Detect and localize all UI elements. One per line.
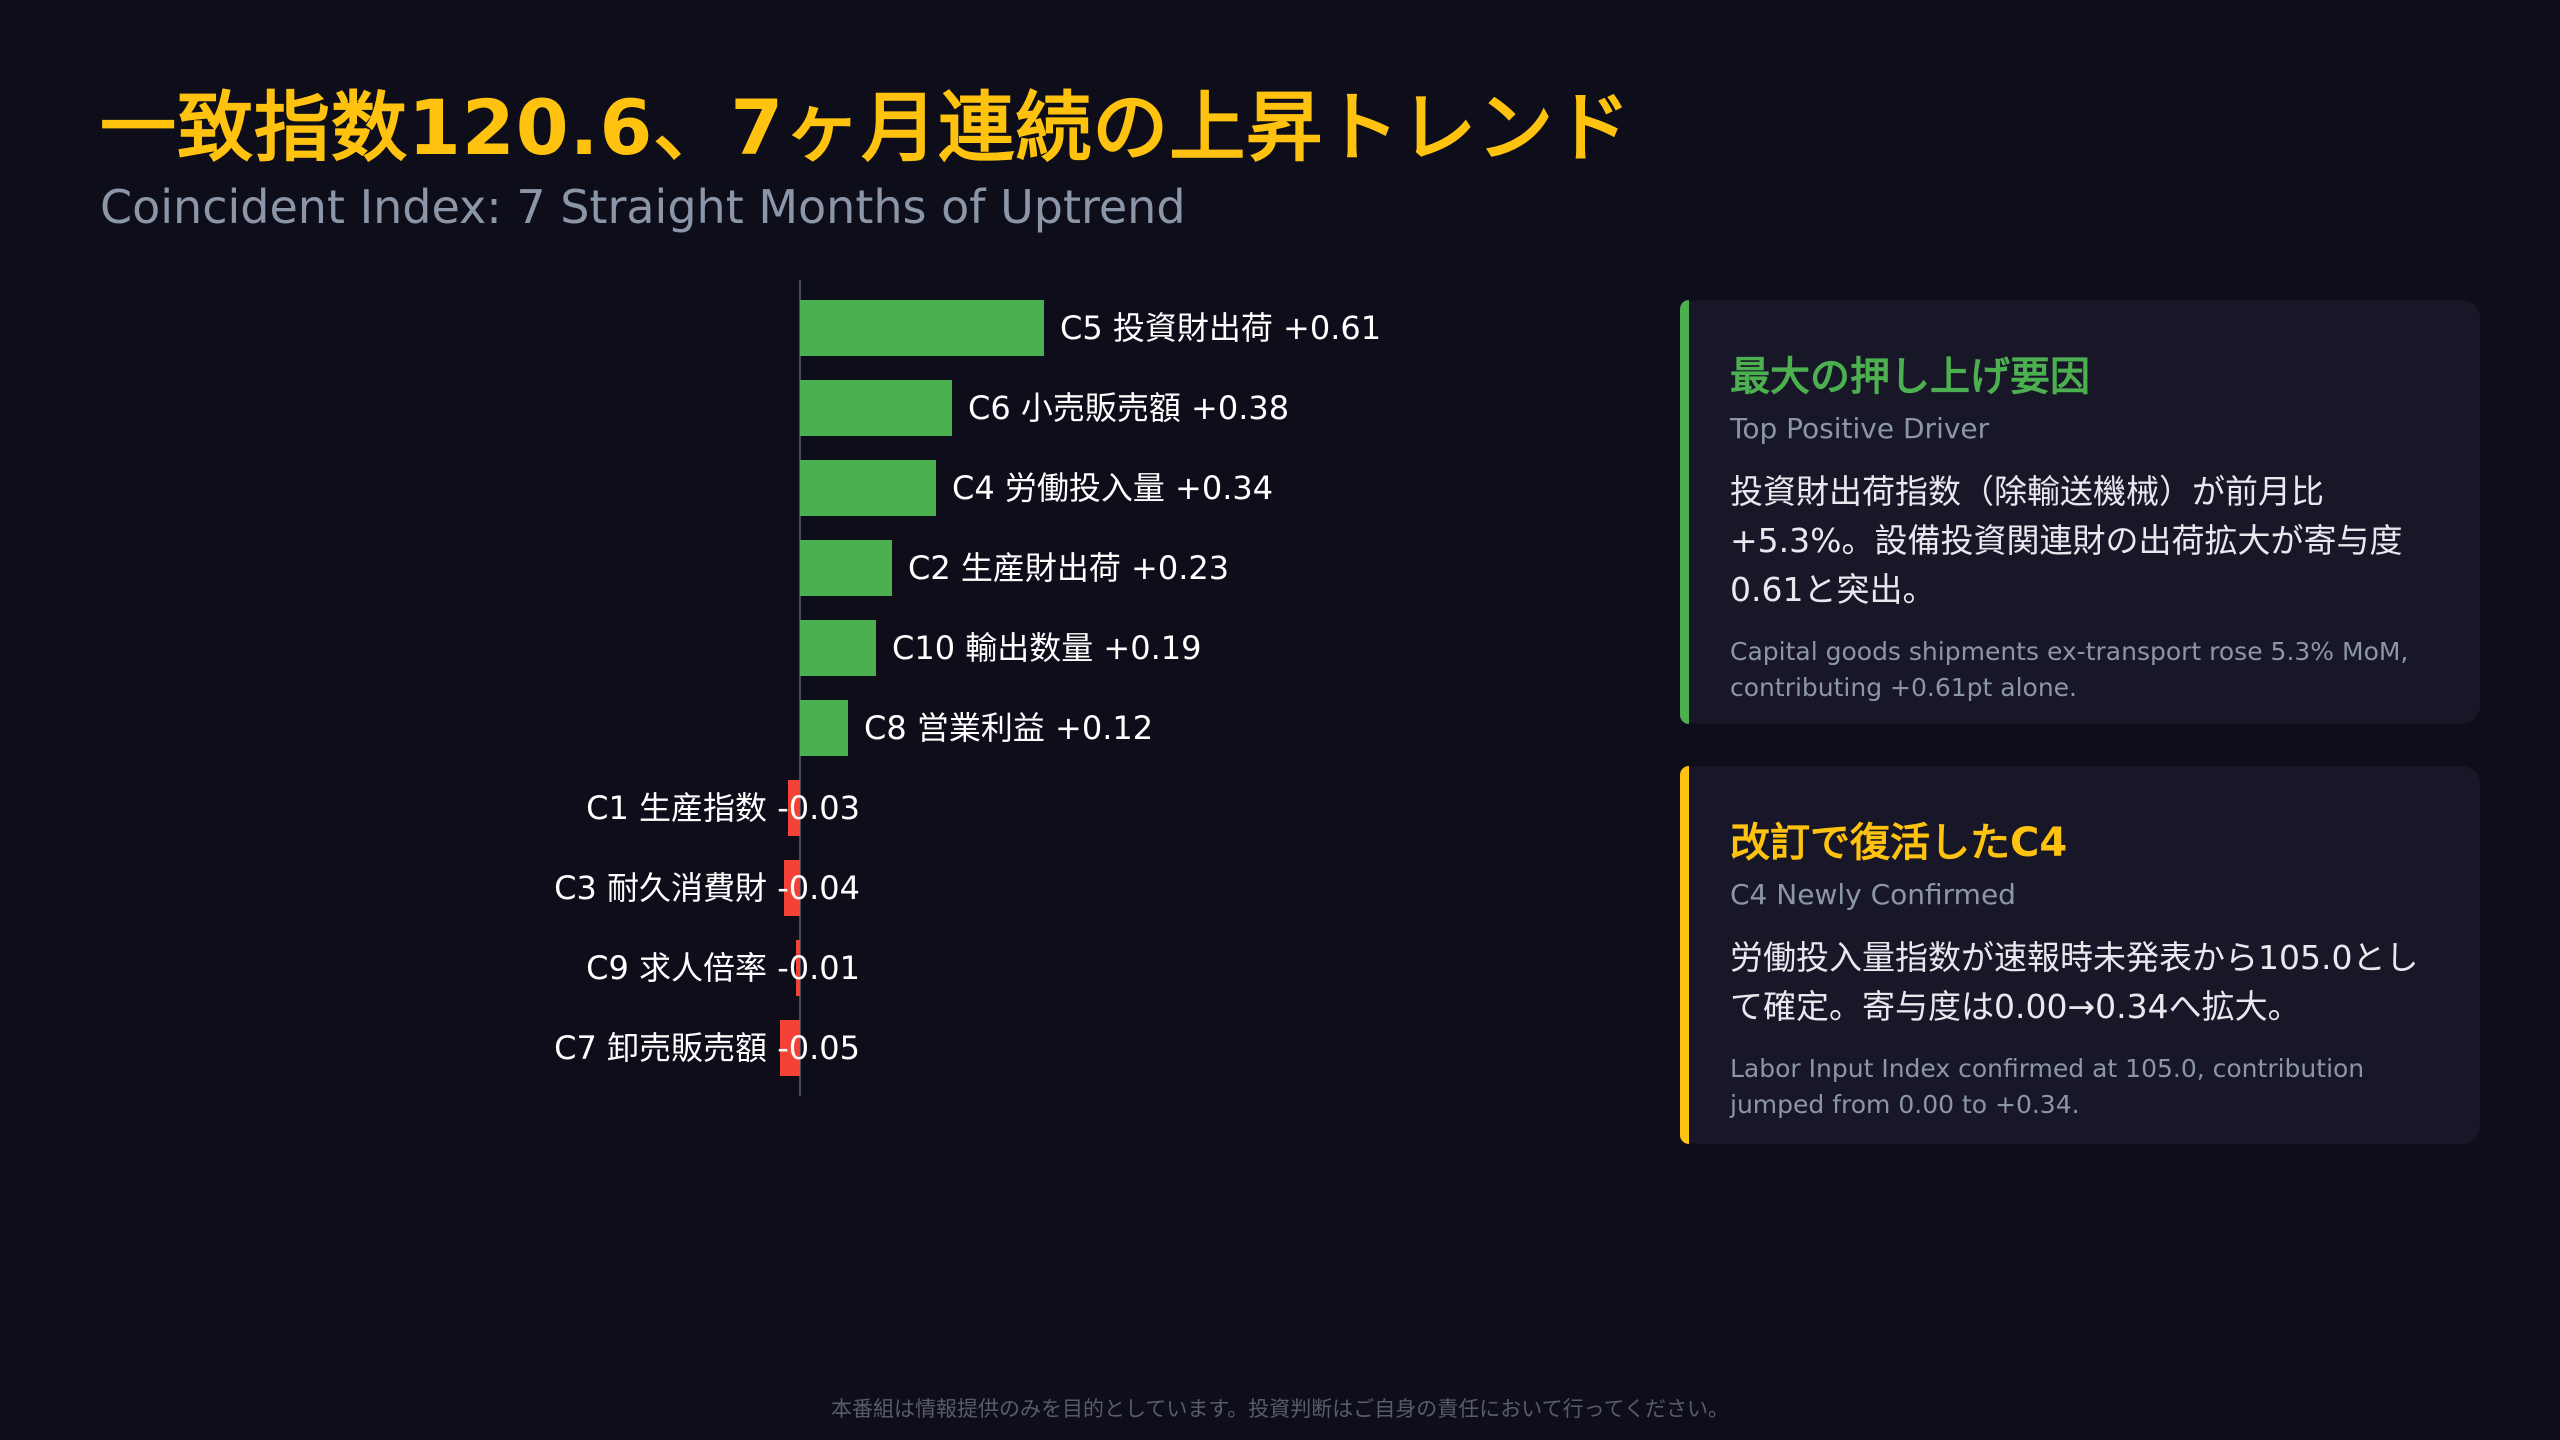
- card-body: 労働投入量指数が速報時未発表から105.0として確定。寄与度は0.00→0.34…: [1730, 938, 2419, 1026]
- card-subtitle: C4 Newly Confirmed: [1730, 878, 2016, 911]
- bar-label-8: C3 耐久消費財 -0.04: [554, 869, 860, 907]
- top-driver-card: 最大の押し上げ要因 Top Positive Driver 投資財出荷指数（除輸…: [1680, 300, 2480, 724]
- bar-10: [780, 1020, 800, 1076]
- bar-8: [784, 860, 800, 916]
- bar-label-10: C7 卸売販売額 -0.05: [554, 1029, 860, 1067]
- bar-label-3: C4 労働投入量 +0.34: [952, 469, 1273, 507]
- card-note: Labor Input Index confirmed at 105.0, co…: [1730, 1054, 2365, 1119]
- bar-2: [800, 380, 952, 436]
- page-subtitle: Coincident Index: 7 Straight Months of U…: [100, 180, 1186, 234]
- bar-1: [800, 300, 1044, 356]
- card-note: Capital goods shipments ex-transport ros…: [1730, 637, 2409, 702]
- card-accent-bar: [1680, 766, 1689, 1144]
- page-title: 一致指数120.6、7ヶ月連続の上昇トレンド: [100, 83, 1632, 172]
- bar-3: [800, 460, 936, 516]
- card-accent-bar: [1680, 300, 1689, 724]
- bar-label-5: C10 輸出数量 +0.19: [892, 629, 1201, 667]
- bar-label-1: C5 投資財出荷 +0.61: [1060, 309, 1381, 347]
- bar-label-7: C1 生産指数 -0.03: [586, 789, 860, 827]
- card-subtitle: Top Positive Driver: [1730, 412, 1990, 445]
- bar-4: [800, 540, 892, 596]
- bar-7: [788, 780, 800, 836]
- footer-disclaimer: 本番組は情報提供のみを目的としています。投資判断はご自身の責任において行ってくだ…: [831, 1397, 1729, 1421]
- bar-label-2: C6 小売販売額 +0.38: [968, 389, 1289, 427]
- c4-confirmed-card: 改訂で復活したC4 C4 Newly Confirmed 労働投入量指数が速報時…: [1680, 766, 2480, 1144]
- card-body: 投資財出荷指数（除輸送機械）が前月比+5.3%。設備投資関連財の出荷拡大が寄与度…: [1730, 472, 2403, 609]
- bar-label-4: C2 生産財出荷 +0.23: [908, 549, 1229, 587]
- bar-label-9: C9 求人倍率 -0.01: [586, 949, 860, 987]
- bar-9: [796, 940, 800, 996]
- bar-6: [800, 700, 848, 756]
- bar-5: [800, 620, 876, 676]
- bar-label-6: C8 営業利益 +0.12: [864, 709, 1153, 747]
- contribution-bar-chart: C5 投資財出荷 +0.61 C6 小売販売額 +0.38 C4 労働投入量 +0.…: [554, 280, 1381, 1096]
- card-title: 最大の押し上げ要因: [1730, 354, 2090, 400]
- card-title: 改訂で復活したC4: [1730, 820, 2068, 866]
